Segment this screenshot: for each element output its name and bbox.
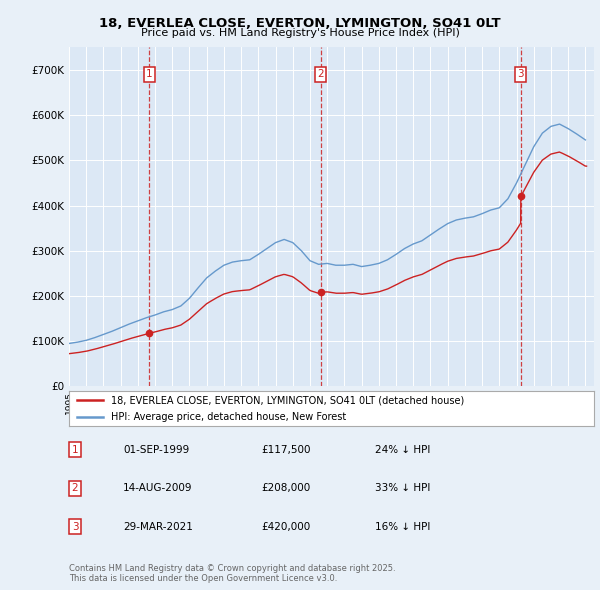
- Text: 24% ↓ HPI: 24% ↓ HPI: [375, 445, 430, 455]
- Text: 3: 3: [518, 70, 524, 79]
- Text: £420,000: £420,000: [261, 522, 310, 532]
- Text: Price paid vs. HM Land Registry's House Price Index (HPI): Price paid vs. HM Land Registry's House …: [140, 28, 460, 38]
- Text: 18, EVERLEA CLOSE, EVERTON, LYMINGTON, SO41 0LT (detached house): 18, EVERLEA CLOSE, EVERTON, LYMINGTON, S…: [111, 395, 464, 405]
- Text: 1: 1: [146, 70, 152, 79]
- Text: Contains HM Land Registry data © Crown copyright and database right 2025.
This d: Contains HM Land Registry data © Crown c…: [69, 563, 395, 583]
- Text: 01-SEP-1999: 01-SEP-1999: [123, 445, 189, 455]
- Text: 2: 2: [71, 483, 79, 493]
- Text: 3: 3: [71, 522, 79, 532]
- Text: 29-MAR-2021: 29-MAR-2021: [123, 522, 193, 532]
- Text: 16% ↓ HPI: 16% ↓ HPI: [375, 522, 430, 532]
- Text: 14-AUG-2009: 14-AUG-2009: [123, 483, 193, 493]
- Text: 2: 2: [317, 70, 324, 79]
- Text: 1: 1: [71, 445, 79, 455]
- Text: HPI: Average price, detached house, New Forest: HPI: Average price, detached house, New …: [111, 412, 346, 422]
- Text: 33% ↓ HPI: 33% ↓ HPI: [375, 483, 430, 493]
- Text: 18, EVERLEA CLOSE, EVERTON, LYMINGTON, SO41 0LT: 18, EVERLEA CLOSE, EVERTON, LYMINGTON, S…: [99, 17, 501, 30]
- Text: £117,500: £117,500: [261, 445, 311, 455]
- Text: £208,000: £208,000: [261, 483, 310, 493]
